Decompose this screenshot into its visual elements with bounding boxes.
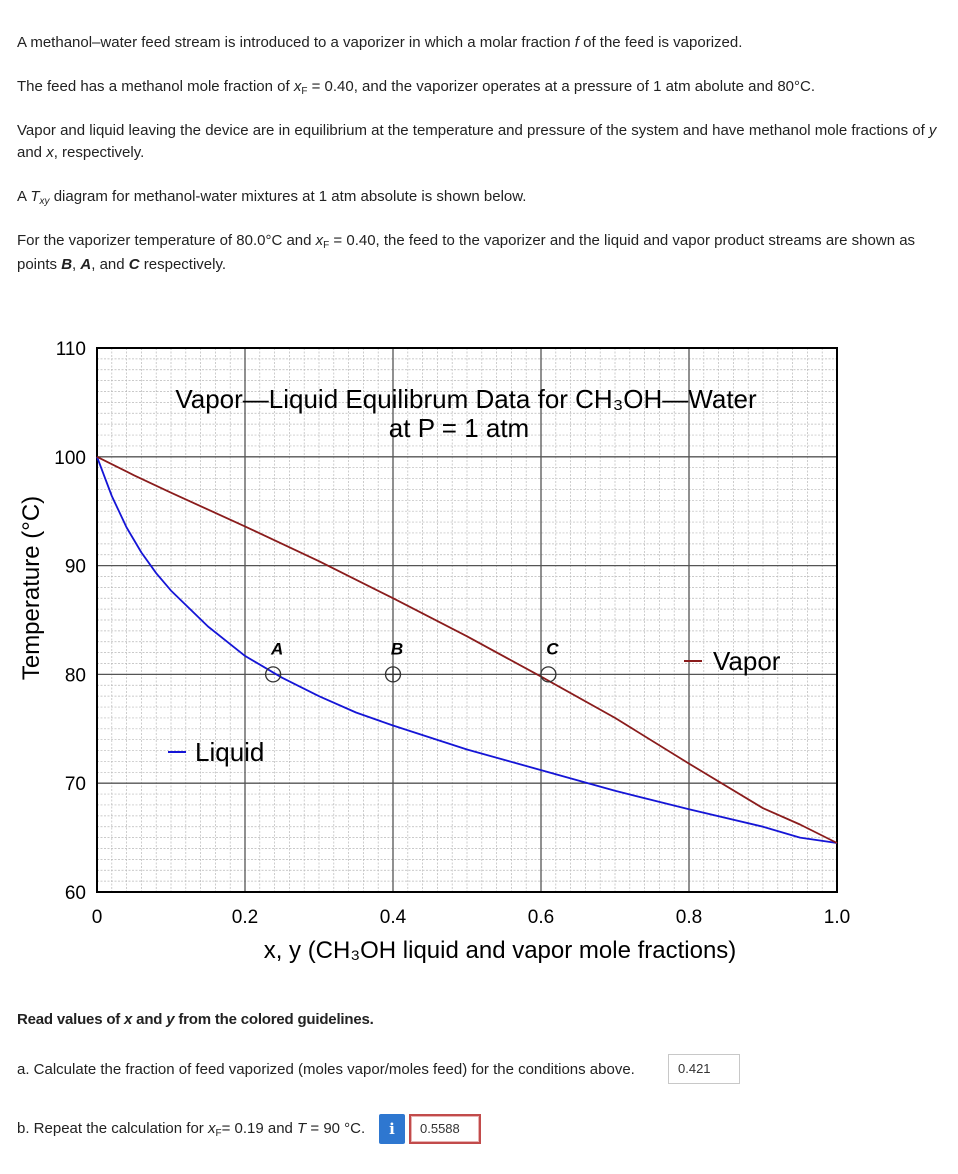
plot-frame <box>96 347 838 893</box>
x-tick-label: 0.6 <box>528 907 554 928</box>
equilibrium-paragraph: Vapor and liquid leaving the device are … <box>17 122 937 161</box>
point-b-label: B <box>391 639 403 658</box>
intro-paragraph: A methanol–water feed stream is introduc… <box>17 34 743 51</box>
x-axis-label: x, y (CH₃OH liquid and vapor mole fracti… <box>264 937 737 964</box>
points-paragraph: For the vaporizer temperature of 80.0°C … <box>17 232 916 273</box>
vapor-curve <box>96 455 838 844</box>
y-tick-label: 100 <box>54 448 86 469</box>
legend: Liquid Vapor <box>168 646 781 767</box>
diagram-intro-paragraph: A Txy diagram for methanol-water mixture… <box>17 188 527 207</box>
instruction-text: Read values of x and y from the colored … <box>17 1011 374 1028</box>
series-layer <box>96 455 838 844</box>
legend-liquid-label: Liquid <box>195 737 264 767</box>
point-a-marker <box>264 666 282 683</box>
feed-paragraph: The feed has a methanol mole fraction of… <box>17 78 816 97</box>
y-tick-label: 90 <box>65 557 86 578</box>
question-a: a. Calculate the fraction of feed vapori… <box>17 1061 635 1078</box>
x-tick-label: 0.8 <box>676 907 702 928</box>
points-layer: A B C <box>264 639 559 683</box>
y-tick-label: 110 <box>56 339 86 360</box>
txy-chart: 0 0.2 0.4 0.6 0.8 1.0 60 70 80 90 100 110 Vapor—Li… <box>18 339 851 964</box>
y-tick-label: 70 <box>65 774 86 795</box>
chart-subtitle: at P = 1 atm <box>389 413 529 443</box>
chart-minor-grid <box>97 348 837 892</box>
point-c-marker <box>540 666 557 683</box>
x-tick-label: 0 <box>92 907 103 928</box>
legend-vapor-label: Vapor <box>713 646 781 676</box>
point-c-label: C <box>546 639 559 658</box>
x-tick-label: 0.2 <box>232 907 258 928</box>
y-tick-label: 60 <box>65 883 86 904</box>
y-tick-label: 80 <box>65 665 86 686</box>
chart-title: Vapor—Liquid Equilibrum Data for CH₃OH—W… <box>175 384 757 414</box>
x-tick-label: 0.4 <box>380 907 407 928</box>
x-tick-labels: 0 0.2 0.4 0.6 0.8 1.0 <box>92 907 851 928</box>
info-icon[interactable]: i <box>379 1114 405 1144</box>
answer-a-input[interactable]: 0.421 <box>668 1054 740 1084</box>
y-axis-label: Temperature (°C) <box>18 496 45 680</box>
answer-b-input[interactable]: 0.5588 <box>409 1114 481 1144</box>
x-tick-label: 1.0 <box>824 907 850 928</box>
chart-major-grid <box>97 348 837 892</box>
y-tick-labels: 60 70 80 90 100 110 <box>54 339 86 904</box>
point-a-label: A <box>270 639 283 658</box>
question-b: b. Repeat the calculation for xF= 0.19 a… <box>17 1120 366 1139</box>
liquid-curve <box>96 456 838 844</box>
